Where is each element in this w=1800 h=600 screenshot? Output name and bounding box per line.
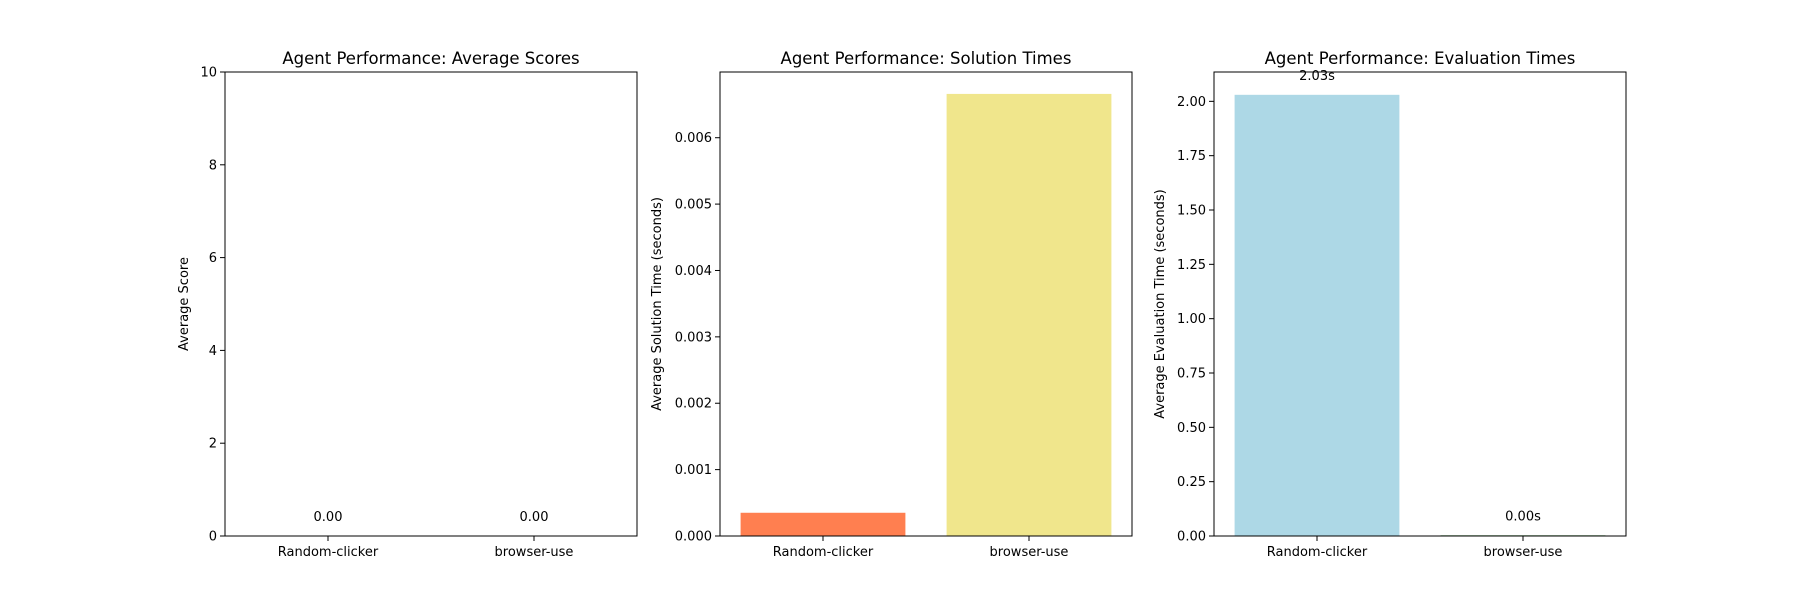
chart-title: Agent Performance: Average Scores — [282, 49, 579, 68]
y-tick-label: 0.001 — [675, 463, 712, 478]
y-tick-label: 1.00 — [1177, 312, 1206, 327]
data-label: 0.00s — [1505, 509, 1541, 524]
y-tick-label: 0.75 — [1177, 367, 1206, 382]
y-tick-label: 0.005 — [675, 198, 712, 213]
y-tick-label: 1.25 — [1177, 258, 1206, 273]
data-label: 0.00 — [520, 510, 549, 525]
bar-random-clicker — [1234, 94, 1400, 536]
axes-frame — [719, 71, 1133, 537]
axes-frame — [1213, 71, 1627, 537]
chart-title: Agent Performance: Evaluation Times — [1265, 49, 1576, 68]
y-tick-label: 6 — [209, 251, 217, 266]
y-tick-label: 0.000 — [675, 530, 712, 545]
y-tick-label: 0.006 — [675, 131, 712, 146]
x-tick-label: browser-use — [990, 545, 1069, 560]
y-tick-label: 0.50 — [1177, 421, 1206, 436]
x-tick-label: Random-clicker — [1267, 545, 1368, 560]
x-tick-label: Random-clicker — [773, 545, 874, 560]
y-tick-label: 10 — [200, 66, 217, 81]
y-tick-label: 4 — [209, 344, 217, 359]
y-tick-label: 0 — [209, 530, 217, 545]
y-tick-label: 1.75 — [1177, 149, 1206, 164]
x-tick-label: browser-use — [1484, 545, 1563, 560]
data-label: 0.00 — [314, 510, 343, 525]
chart-0: 0.00 0.00 0 2 4 6 8 10 Random-clicker browser-use… — [177, 49, 638, 560]
x-tick-label: browser-use — [495, 545, 574, 560]
y-tick-label: 2 — [209, 437, 217, 452]
y-tick-label: 8 — [209, 158, 217, 173]
y-tick-label: 2.00 — [1177, 95, 1206, 110]
bar-browser-use — [946, 93, 1112, 536]
chart-1: 0.000 0.001 0.002 0.003 0.004 0.005 0.006 Rando… — [650, 49, 1133, 560]
data-label: 2.03s — [1299, 69, 1335, 84]
y-axis-label: Average Score — [177, 257, 192, 351]
axes-frame — [224, 71, 638, 537]
y-tick-label: 0.25 — [1177, 475, 1206, 490]
x-tick-label: Random-clicker — [278, 545, 379, 560]
bar-random-clicker — [740, 512, 906, 536]
y-tick-label: 0.003 — [675, 330, 712, 345]
y-tick-label: 0.002 — [675, 397, 712, 412]
chart-title: Agent Performance: Solution Times — [781, 49, 1072, 68]
y-tick-label: 1.50 — [1177, 204, 1206, 219]
chart-2: 2.03s 0.00s 0.00 0.25 0.50 0.75 1.00 1.25 1.50 1.… — [1153, 49, 1627, 560]
y-tick-label: 0.00 — [1177, 530, 1206, 545]
y-tick-label: 0.004 — [675, 264, 712, 279]
y-axis-label: Average Evaluation Time (seconds) — [1153, 189, 1168, 418]
y-axis-label: Average Solution Time (seconds) — [650, 197, 665, 411]
